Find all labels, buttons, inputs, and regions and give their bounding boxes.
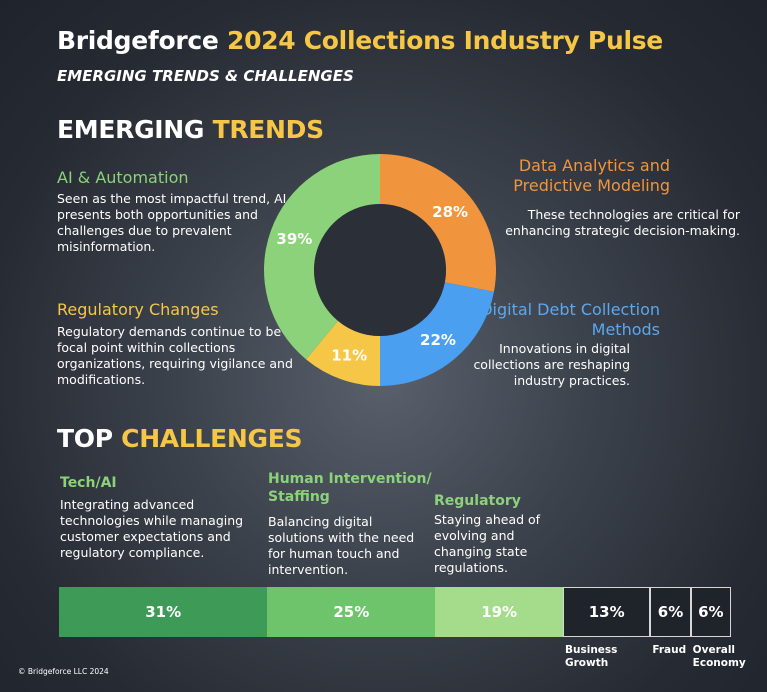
trends-heading: EMERGING TRENDS [57,115,324,144]
bar-segment-value: 25% [333,603,370,621]
donut-slice-label: 28% [432,203,468,221]
donut-slice [380,282,494,386]
trend-ai-title: AI & Automation [57,168,189,187]
challenge-tech-desc: Integrating advanced technologies while … [60,497,244,560]
trend-digital-desc: Innovations in digital collections are r… [473,341,630,388]
bar-segment: 31% [59,587,268,637]
bar-segment-value: 6% [657,603,684,621]
bar-segment: 13% [563,587,651,637]
donut-slice-label: 11% [331,347,367,365]
bar-segment-label: Fraud [652,644,687,656]
trend-regulatory-title: Regulatory Changes [57,300,219,319]
page-subtitle: EMERGING TRENDS & CHALLENGES [57,67,354,85]
bar-segment-label: Business Growth [565,644,618,669]
bar-segment-value: 6% [698,603,724,621]
challenge-regulatory-title: Regulatory [434,493,521,509]
trends-donut-chart: 28% 22% 11% 39% [264,154,496,386]
title-rest: 2024 Collections Industry Pulse [226,26,663,55]
trends-heading-white: EMERGING [57,115,205,144]
trend-data-desc: These technologies are critical for enha… [505,207,740,238]
challenge-human-desc: Balancing digital solutions with the nee… [268,514,415,577]
bar-segment: 25% [267,587,436,637]
trend-regulatory-desc: Regulatory demands continue to be a foca… [57,324,293,387]
page-title: Bridgeforce 2024 Collections Industry Pu… [57,26,663,55]
bar-segment: 6% [690,587,731,637]
trend-data-title: Data Analytics and Predictive Modeling [513,156,670,195]
bar-segment-value: 19% [481,603,518,621]
bar-segment-label: Overall Economy [692,644,746,669]
trend-ai-desc: Seen as the most impactful trend, AI pre… [57,191,287,254]
copyright: © Bridgeforce LLC 2024 [18,667,109,676]
donut-slice-label: 22% [420,331,456,349]
challenges-heading-gold: CHALLENGES [121,424,303,453]
donut-slice [380,154,496,292]
bar-segment: 6% [650,587,691,637]
bar-segment-value: 13% [588,603,625,621]
challenges-heading-white: TOP [57,424,113,453]
donut-slice [264,154,380,360]
donut-slice-label: 39% [276,230,312,248]
bar-segment-value: 31% [145,603,182,621]
bar-segment: 19% [435,587,563,637]
trends-heading-gold: TRENDS [212,115,325,144]
challenge-human-title: Human Intervention/ Staffing [268,471,432,505]
challenge-regulatory-desc: Staying ahead of evolving and changing s… [434,512,541,575]
donut-slice [306,320,380,386]
challenges-bar-chart: 31% 25% 19% 13% 6% 6% [59,587,731,637]
challenges-heading: TOP CHALLENGES [57,424,303,453]
donut-hole [314,204,446,336]
title-brand: Bridgeforce [57,26,219,55]
trend-digital-title: Digital Debt Collection Methods [480,300,660,339]
challenge-tech-title: Tech/AI [60,475,117,491]
